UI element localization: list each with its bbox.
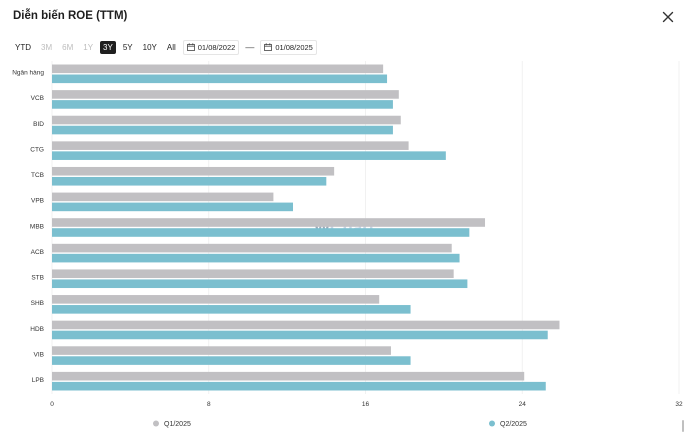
bar-q2 xyxy=(52,356,411,365)
x-tick-label: 16 xyxy=(362,401,370,408)
range-6m-button[interactable]: 6M xyxy=(62,42,74,52)
bar-q2 xyxy=(52,381,546,391)
bar-q1 xyxy=(52,64,384,74)
date-from-picker[interactable]: 01/08/2022 xyxy=(182,39,240,55)
bar-q1 xyxy=(52,115,401,125)
y-category-label: VCB xyxy=(31,95,44,102)
date-to-value: 01/08/2025 xyxy=(275,42,313,52)
date-from-value: 01/08/2022 xyxy=(197,42,236,52)
bar-q1 xyxy=(52,269,454,279)
time-range-toolbar: YTD 3M 6M 1Y 3Y 5Y 10Y All 01/08/2022 — … xyxy=(12,39,317,55)
bar-q1 xyxy=(52,295,380,304)
calendar-icon xyxy=(186,43,195,51)
legend-label-q1: Q1/2025 xyxy=(164,421,191,428)
legend-marker-q1 xyxy=(153,420,159,427)
bar-q2 xyxy=(52,74,388,84)
range-ytd-button[interactable]: YTD xyxy=(15,42,31,52)
y-category-label: TCB xyxy=(31,172,44,179)
scrollbar-thumb[interactable] xyxy=(682,420,684,432)
x-tick-label: 32 xyxy=(675,401,683,408)
bar-q2 xyxy=(52,176,327,186)
y-category-label: BID xyxy=(33,121,44,128)
y-category-label: LPB xyxy=(32,377,44,384)
bar-q1 xyxy=(52,320,560,330)
bar-q2 xyxy=(52,279,468,289)
y-category-label: VPB xyxy=(31,198,44,205)
bar-q1 xyxy=(52,218,486,227)
bar-q2 xyxy=(52,151,446,160)
bar-q1 xyxy=(52,90,399,99)
bar-q2 xyxy=(52,100,393,109)
x-tick-label: 0 xyxy=(50,401,54,408)
y-category-label: VIB xyxy=(34,351,44,358)
legend-label-q2: Q2/2025 xyxy=(500,421,527,428)
bar-q1 xyxy=(52,243,452,253)
range-1y-button[interactable]: 1Y xyxy=(83,42,94,52)
close-icon[interactable] xyxy=(660,9,676,25)
y-category-label: ACB xyxy=(31,249,44,256)
date-separator: — xyxy=(245,42,255,52)
bar-q2 xyxy=(52,253,460,263)
date-to-picker[interactable]: 01/08/2025 xyxy=(260,39,317,55)
bar-q1 xyxy=(52,141,409,150)
bar-q2 xyxy=(52,305,411,314)
bar-q2 xyxy=(52,330,548,340)
y-category-label: Ngân hàng xyxy=(12,70,44,77)
y-category-label: MBB xyxy=(30,223,44,230)
bar-q1 xyxy=(52,192,274,202)
legend-marker-q2 xyxy=(489,420,495,427)
bar-q2 xyxy=(52,228,470,237)
bar-q1 xyxy=(52,346,391,355)
range-all-button[interactable]: All xyxy=(166,42,176,52)
y-category-label: CTG xyxy=(30,146,44,153)
y-category-label: SHB xyxy=(31,300,44,307)
range-5y-button[interactable]: 5Y xyxy=(122,42,133,52)
bar-q2 xyxy=(52,125,393,135)
calendar-icon xyxy=(264,43,273,51)
x-tick-label: 8 xyxy=(207,401,211,408)
x-tick-label: 24 xyxy=(519,401,527,408)
range-3y-button[interactable]: 3Y xyxy=(100,40,116,54)
bar-q2 xyxy=(52,202,294,212)
bar-q1 xyxy=(52,371,525,381)
range-3m-button[interactable]: 3M xyxy=(41,42,53,52)
page-title: Diễn biến ROE (TTM) xyxy=(13,10,128,22)
bar-q1 xyxy=(52,166,335,176)
range-10y-button[interactable]: 10Y xyxy=(142,42,157,52)
y-category-label: STB xyxy=(31,275,44,282)
y-category-label: HDB xyxy=(30,326,44,333)
